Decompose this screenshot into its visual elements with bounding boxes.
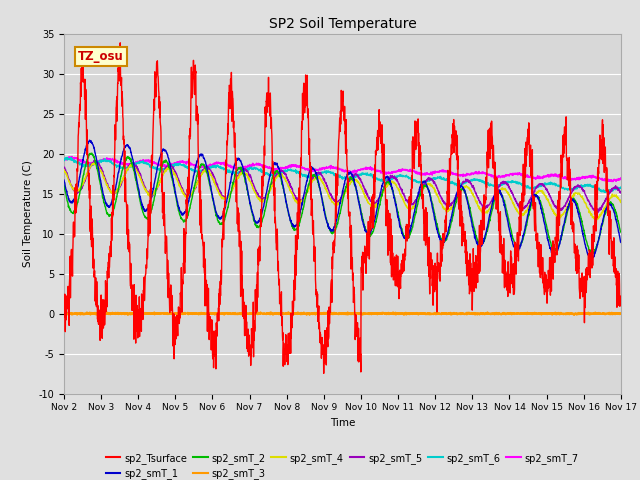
- sp2_smT_6: [568, 186, 575, 192]
- sp2_Tsurface: [216, 286, 223, 291]
- sp2_smT_3: [359, 311, 367, 316]
- sp2_smT_7: [504, 173, 512, 179]
- sp2_smT_6: [359, 171, 367, 177]
- sp2_smT_6: [216, 165, 223, 170]
- sp2_smT_7: [584, 174, 591, 180]
- sp2_smT_2: [588, 251, 595, 256]
- Line: sp2_smT_5: sp2_smT_5: [64, 161, 621, 212]
- Legend: sp2_Tsurface, sp2_smT_1, sp2_smT_2, sp2_smT_3, sp2_smT_4, sp2_smT_5, sp2_smT_6, : sp2_Tsurface, sp2_smT_1, sp2_smT_2, sp2_…: [102, 449, 583, 480]
- sp2_Tsurface: [617, 302, 625, 308]
- sp2_smT_7: [617, 175, 625, 181]
- Line: sp2_Tsurface: sp2_Tsurface: [64, 43, 621, 373]
- sp2_Tsurface: [320, 371, 328, 376]
- Text: TZ_osu: TZ_osu: [78, 50, 124, 63]
- sp2_Tsurface: [359, 287, 367, 293]
- sp2_smT_2: [216, 220, 223, 226]
- sp2_smT_3: [568, 311, 576, 316]
- Line: sp2_smT_6: sp2_smT_6: [64, 157, 621, 192]
- Line: sp2_smT_4: sp2_smT_4: [64, 163, 621, 219]
- sp2_smT_1: [504, 222, 512, 228]
- Title: SP2 Soil Temperature: SP2 Soil Temperature: [269, 17, 416, 31]
- sp2_smT_2: [584, 241, 591, 247]
- sp2_smT_4: [617, 200, 625, 205]
- sp2_Tsurface: [505, 286, 513, 292]
- sp2_smT_6: [504, 179, 512, 185]
- sp2_smT_2: [504, 216, 512, 222]
- sp2_smT_4: [90, 160, 97, 166]
- sp2_smT_4: [584, 204, 591, 210]
- sp2_smT_4: [60, 167, 68, 172]
- sp2_smT_4: [504, 190, 512, 195]
- sp2_smT_5: [568, 189, 575, 195]
- sp2_smT_1: [568, 197, 575, 203]
- sp2_smT_6: [60, 158, 68, 164]
- Y-axis label: Soil Temperature (C): Soil Temperature (C): [23, 160, 33, 267]
- sp2_smT_2: [568, 198, 575, 204]
- Line: sp2_smT_3: sp2_smT_3: [64, 312, 621, 315]
- sp2_smT_1: [371, 217, 379, 223]
- sp2_smT_1: [584, 250, 591, 256]
- sp2_smT_3: [306, 312, 314, 318]
- sp2_Tsurface: [116, 40, 124, 46]
- Line: sp2_smT_1: sp2_smT_1: [64, 140, 621, 259]
- sp2_smT_7: [604, 179, 611, 185]
- sp2_smT_5: [359, 181, 367, 187]
- Line: sp2_smT_7: sp2_smT_7: [64, 156, 621, 182]
- sp2_smT_4: [371, 204, 379, 210]
- sp2_smT_3: [505, 311, 513, 317]
- sp2_Tsurface: [584, 265, 591, 271]
- sp2_smT_4: [594, 216, 602, 222]
- sp2_smT_7: [68, 154, 76, 159]
- sp2_smT_7: [359, 166, 367, 172]
- sp2_smT_1: [86, 137, 93, 143]
- sp2_smT_1: [617, 240, 625, 245]
- sp2_smT_2: [371, 224, 379, 229]
- sp2_smT_2: [617, 229, 625, 235]
- X-axis label: Time: Time: [330, 418, 355, 428]
- sp2_smT_5: [371, 199, 379, 205]
- sp2_smT_1: [216, 215, 223, 220]
- sp2_smT_1: [589, 256, 596, 262]
- sp2_smT_1: [359, 217, 367, 223]
- sp2_smT_4: [568, 195, 575, 201]
- sp2_smT_5: [584, 196, 591, 202]
- sp2_smT_5: [504, 183, 512, 189]
- sp2_smT_3: [371, 310, 379, 316]
- sp2_smT_5: [60, 165, 68, 170]
- sp2_smT_2: [60, 182, 68, 188]
- sp2_smT_5: [216, 189, 223, 194]
- sp2_smT_6: [63, 155, 71, 160]
- sp2_smT_4: [216, 192, 223, 198]
- sp2_smT_3: [60, 311, 68, 317]
- sp2_smT_3: [216, 311, 223, 317]
- sp2_smT_3: [584, 311, 591, 317]
- sp2_smT_5: [617, 190, 625, 196]
- sp2_smT_2: [88, 150, 96, 156]
- sp2_smT_6: [617, 184, 625, 190]
- sp2_smT_2: [359, 216, 367, 222]
- sp2_smT_7: [371, 167, 379, 172]
- sp2_Tsurface: [568, 200, 576, 206]
- sp2_smT_4: [359, 188, 367, 194]
- sp2_smT_6: [584, 182, 591, 188]
- sp2_smT_6: [600, 190, 608, 195]
- sp2_Tsurface: [60, 298, 68, 303]
- Line: sp2_smT_2: sp2_smT_2: [64, 153, 621, 253]
- sp2_smT_1: [60, 177, 68, 183]
- sp2_smT_3: [617, 311, 625, 316]
- sp2_Tsurface: [371, 162, 379, 168]
- sp2_smT_5: [595, 209, 602, 215]
- sp2_smT_5: [90, 158, 98, 164]
- sp2_smT_6: [371, 175, 379, 181]
- sp2_smT_3: [267, 310, 275, 315]
- sp2_smT_7: [60, 157, 68, 163]
- sp2_smT_7: [568, 176, 575, 182]
- sp2_smT_7: [216, 160, 223, 166]
